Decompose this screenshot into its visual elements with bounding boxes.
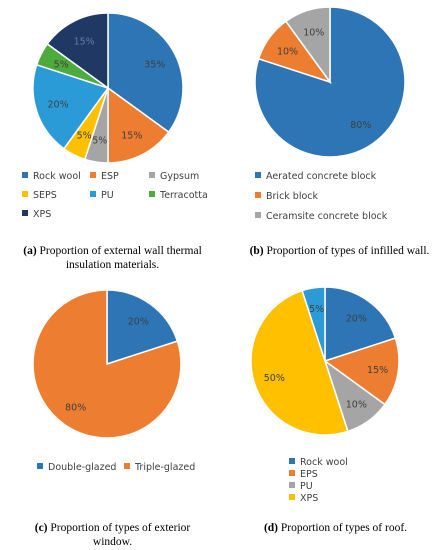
legend-label: PU	[300, 481, 313, 492]
legend-item: Ceramsite concrete block	[255, 212, 387, 222]
slice-data-label: 10%	[346, 400, 367, 411]
slice-data-label: 15%	[121, 130, 142, 141]
caption-d-text: Proportion of types of roof.	[280, 522, 408, 534]
legend-label: EPS	[300, 469, 318, 480]
caption-b: (b) Proportion of types of infilled wall…	[232, 244, 447, 258]
legend-swatch	[255, 172, 261, 178]
legend-label: Aerated concrete block	[266, 171, 377, 182]
pie-slice	[46, 12, 109, 90]
legend-item: PU	[289, 482, 313, 492]
legend-label: SEPS	[33, 190, 57, 201]
panel-b: 80% 10% 10% Aerated concrete block Brick bl…	[224, 0, 447, 275]
slice-data-label: 20%	[128, 316, 149, 327]
pie-chart-d: 20% 15% 10% 50% 5%	[250, 286, 400, 436]
slice-data-label: 80%	[350, 120, 371, 131]
pie-slice	[107, 86, 170, 164]
legend-label: XPS	[33, 209, 52, 220]
legend-item: XPS	[22, 210, 51, 220]
pie-slice	[32, 289, 182, 439]
legend-swatch	[255, 212, 261, 218]
caption-b-label: (b)	[249, 245, 264, 257]
slice-data-label: 5%	[92, 135, 107, 146]
caption-a-label: (a)	[23, 245, 37, 257]
legend-swatch	[289, 470, 295, 476]
legend-swatch	[22, 172, 28, 178]
legend-label: Double-glazed	[48, 462, 117, 473]
pie-slice	[324, 286, 397, 363]
legend-item: Rock wool	[289, 458, 348, 468]
pie-slice	[250, 289, 349, 436]
legend-item: Triple-glazed	[124, 463, 195, 473]
slice-data-label: 15%	[74, 37, 95, 48]
caption-a: (a) Proportion of external wall thermal …	[10, 244, 215, 273]
legend-swatch	[22, 210, 28, 216]
legend-label: XPS	[300, 493, 319, 504]
caption-b-text: Proportion of types of infilled wall.	[266, 245, 430, 257]
pie-slice	[284, 6, 331, 85]
legend-item: SEPS	[22, 191, 57, 201]
legend-label: Rock wool	[33, 171, 81, 182]
slice-data-label: 15%	[367, 365, 388, 376]
pie-chart-c: 20% 80%	[32, 289, 182, 439]
pie-slice	[106, 289, 179, 366]
panel-a: 35% 15% 5% 5% 20% 5% 15% Rock wool ESP Gypsum SEP…	[0, 0, 224, 275]
panel-c: 20% 80% Double-glazed Triple-glazed (c) Pr…	[0, 275, 224, 550]
pie-chart-a: 35%15%5%5%20%5%15%	[32, 12, 184, 164]
slice-data-label: 50%	[264, 373, 285, 384]
legend-item: EPS	[289, 470, 318, 480]
legend-item: Brick block	[255, 192, 318, 202]
slice-data-label: 80%	[65, 403, 86, 414]
slice-data-label: 5%	[77, 130, 92, 141]
legend-label: Ceramsite concrete block	[266, 211, 388, 222]
legend-swatch	[22, 191, 28, 197]
legend-label: PU	[101, 190, 114, 201]
legend-label: Triple-glazed	[135, 462, 196, 473]
legend-label: Rock wool	[300, 457, 348, 468]
legend-swatch	[37, 463, 43, 469]
caption-c: (c) Proportion of types of exterior wind…	[20, 521, 205, 550]
pie-slice	[301, 286, 326, 362]
legend-label: ESP	[101, 171, 119, 182]
legend-label: Terracotta	[160, 190, 208, 201]
pie-chart-b: 80% 10% 10%	[254, 6, 406, 158]
slice-data-label: 20%	[346, 313, 367, 324]
legend-swatch	[149, 172, 155, 178]
legend-swatch	[289, 482, 295, 488]
legend-item: XPS	[289, 494, 318, 504]
legend-label: Gypsum	[160, 171, 200, 182]
pie-slice	[32, 63, 110, 150]
legend-label: Brick block	[266, 191, 319, 202]
slice-data-label: 35%	[144, 60, 165, 71]
panel-d: 20% 15% 10% 50% 5% Rock wool EPS PU XPS (d) Pro…	[224, 275, 447, 550]
legend-item: Aerated concrete block	[255, 172, 376, 182]
legend-swatch	[124, 463, 130, 469]
caption-d: (d) Proportion of types of roof.	[224, 521, 447, 535]
slice-data-label: 5%	[54, 60, 69, 71]
legend-item: Gypsum	[149, 172, 199, 182]
caption-d-label: (d)	[263, 522, 278, 534]
caption-c-text: Proportion of types of exterior window.	[50, 522, 191, 549]
legend-item: Rock wool	[22, 172, 81, 182]
legend-item: PU	[90, 191, 114, 201]
slice-data-label: 10%	[277, 47, 298, 58]
slice-data-label: 5%	[309, 304, 324, 315]
slice-data-label: 10%	[303, 28, 324, 39]
legend-item: ESP	[90, 172, 119, 182]
slice-data-label: 20%	[48, 100, 69, 111]
legend-swatch	[289, 458, 295, 464]
legend-item: Terracotta	[149, 191, 208, 201]
caption-c-label: (c)	[34, 522, 48, 534]
legend-swatch	[289, 494, 295, 500]
pie-slice	[107, 12, 184, 134]
legend-swatch	[149, 191, 155, 197]
pie-slice	[323, 337, 400, 406]
legend-swatch	[90, 172, 96, 178]
legend-swatch	[90, 191, 96, 197]
legend-swatch	[255, 192, 261, 198]
caption-a-text: Proportion of external wall thermal insu…	[39, 245, 202, 272]
legend-item: Double-glazed	[37, 463, 116, 473]
